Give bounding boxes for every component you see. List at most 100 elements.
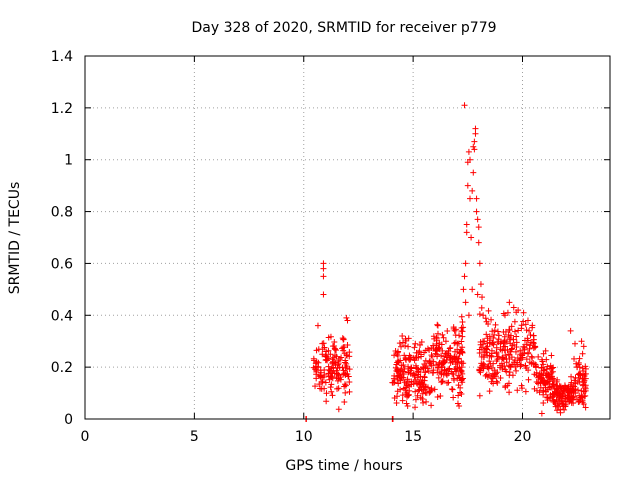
- data-point: [544, 378, 551, 385]
- data-point: [460, 286, 467, 293]
- data-point: [431, 335, 438, 342]
- data-point: [490, 360, 497, 367]
- data-point: [478, 353, 485, 360]
- data-point: [410, 354, 417, 361]
- data-point: [471, 138, 478, 145]
- ticks: 0 5 10 15 20 0 0.2 0.4 0.6 0.8 1 1.2 1.4: [51, 49, 610, 445]
- data-point: [480, 360, 487, 367]
- data-point: [344, 352, 351, 359]
- data-point: [561, 388, 568, 395]
- data-point: [323, 398, 330, 405]
- data-point: [346, 379, 353, 386]
- data-point: [486, 358, 493, 365]
- data-point: [331, 339, 338, 346]
- data-point: [452, 339, 459, 346]
- data-point: [335, 372, 342, 379]
- data-point: [394, 351, 401, 358]
- data-point: [321, 344, 328, 351]
- data-point: [508, 345, 515, 352]
- data-point: [484, 335, 491, 342]
- data-point: [571, 377, 578, 384]
- data-point: [343, 363, 350, 370]
- data-point: [442, 338, 449, 345]
- data-point: [392, 348, 399, 355]
- data-point: [493, 357, 500, 364]
- data-point: [342, 389, 349, 396]
- chart-title: Day 328 of 2020, SRMTID for receiver p77…: [191, 20, 496, 36]
- data-point: [507, 348, 514, 355]
- data-point: [469, 187, 476, 194]
- data-point: [529, 324, 536, 331]
- data-point: [412, 404, 419, 411]
- data-point: [329, 356, 336, 363]
- data-point: [573, 360, 580, 367]
- data-point: [330, 364, 337, 371]
- data-point: [343, 371, 350, 378]
- data-point: [557, 390, 564, 397]
- data-point: [412, 376, 419, 383]
- x-tick-label: 20: [514, 429, 532, 445]
- data-point: [426, 359, 433, 366]
- data-point: [458, 327, 465, 334]
- data-point: [525, 376, 532, 383]
- data-point: [526, 345, 533, 352]
- data-point: [511, 359, 518, 366]
- data-point: [486, 352, 493, 359]
- data-point: [463, 229, 470, 236]
- data-point: [459, 333, 466, 340]
- data-point: [497, 374, 504, 381]
- data-point: [402, 387, 409, 394]
- data-point: [500, 329, 507, 336]
- data-point: [424, 384, 431, 391]
- data-point: [567, 327, 574, 334]
- data-point: [459, 375, 466, 382]
- data-point: [517, 347, 524, 354]
- data-point: [333, 347, 340, 354]
- data-point: [522, 388, 529, 395]
- data-point: [575, 359, 582, 366]
- data-point: [547, 384, 554, 391]
- data-point: [414, 392, 421, 399]
- data-point: [323, 353, 330, 360]
- data-point: [310, 357, 317, 364]
- data-point: [391, 372, 398, 379]
- data-point: [527, 342, 534, 349]
- data-point: [470, 143, 477, 150]
- data-point: [578, 338, 585, 345]
- data-point: [510, 336, 517, 343]
- data-point: [501, 347, 508, 354]
- data-point: [325, 363, 332, 370]
- data-point: [391, 395, 398, 402]
- data-point: [527, 331, 534, 338]
- data-point: [340, 367, 347, 374]
- data-point: [450, 394, 457, 401]
- x-axis-label: GPS time / hours: [285, 458, 402, 474]
- data-point: [575, 371, 582, 378]
- data-point: [498, 338, 505, 345]
- data-point: [501, 333, 508, 340]
- data-point: [434, 321, 441, 328]
- data-point: [407, 354, 414, 361]
- data-point: [523, 356, 530, 363]
- data-point: [406, 383, 413, 390]
- grid: [85, 56, 610, 419]
- data-point: [533, 362, 540, 369]
- data-point: [426, 388, 433, 395]
- data-point: [411, 344, 418, 351]
- data-point: [500, 339, 507, 346]
- data-point: [506, 335, 513, 342]
- plot-frame: [84, 55, 611, 420]
- data-point: [399, 392, 406, 399]
- data-point: [574, 364, 581, 371]
- data-point: [543, 356, 550, 363]
- data-point: [507, 363, 514, 370]
- data-point: [396, 340, 403, 347]
- data-point: [503, 338, 510, 345]
- data-point: [505, 362, 512, 369]
- y-tick-label: 0: [64, 412, 73, 428]
- data-point: [475, 239, 482, 246]
- data-point: [530, 340, 537, 347]
- data-point: [582, 363, 589, 370]
- data-point: [471, 146, 478, 153]
- data-point: [495, 332, 502, 339]
